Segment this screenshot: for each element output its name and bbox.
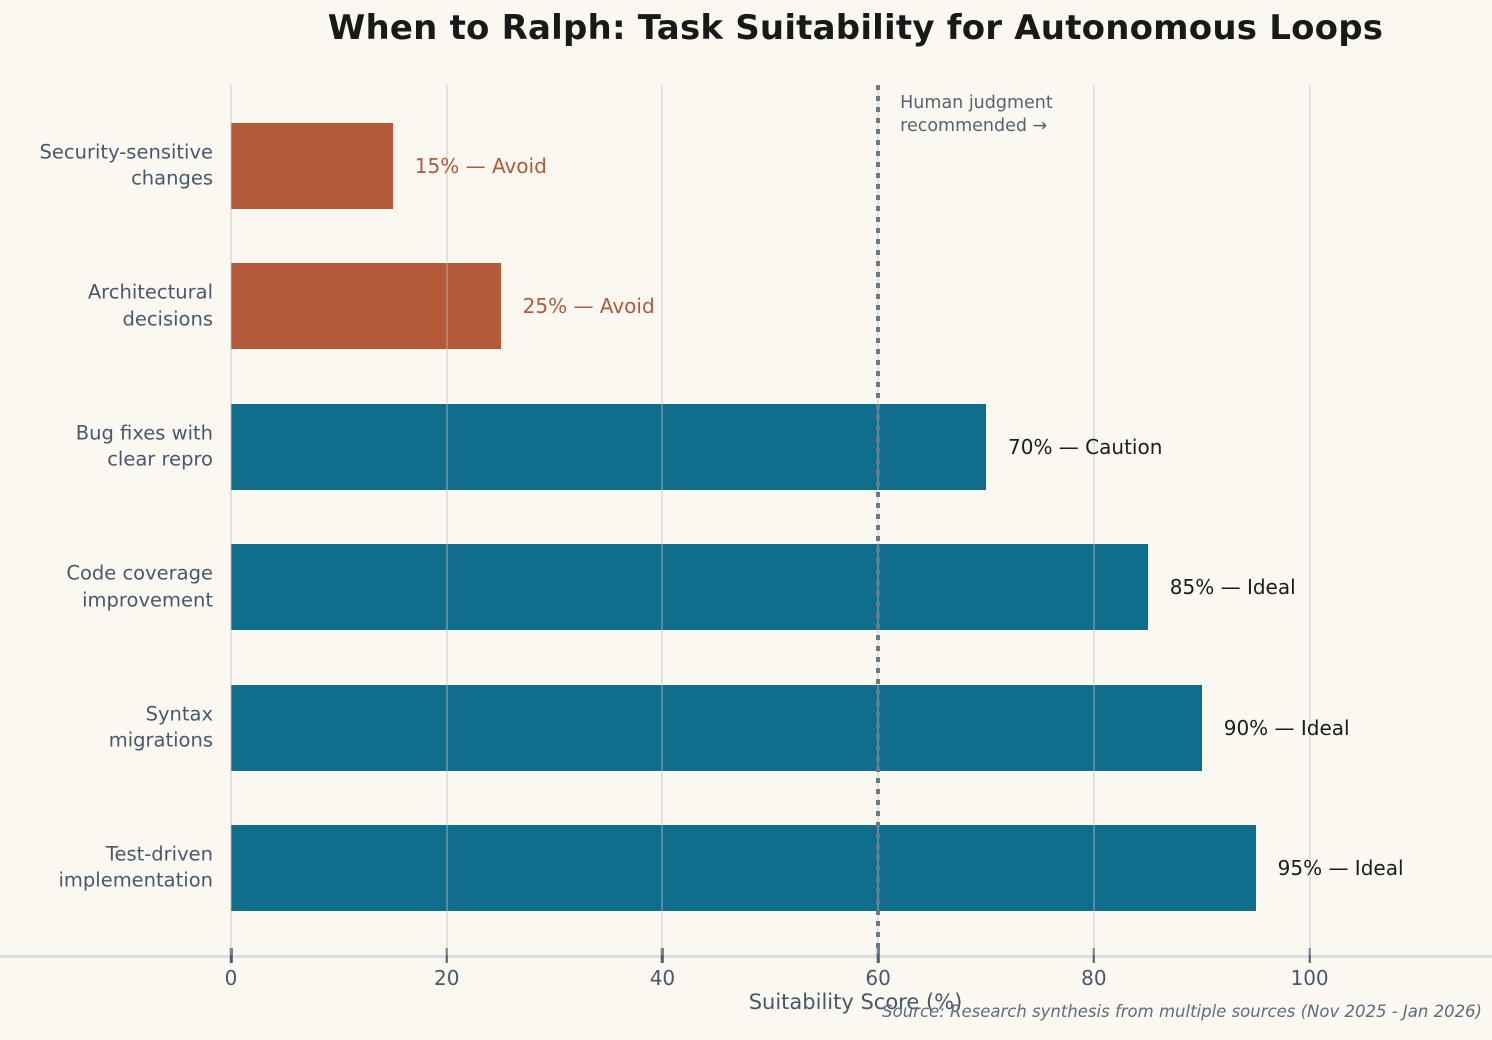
x-tick-100 <box>1308 948 1311 963</box>
gridline-0 <box>230 85 232 955</box>
bar-value-label: 90% — Ideal <box>1223 715 1350 740</box>
chart-title: When to Ralph: Task Suitability for Auto… <box>327 8 1384 48</box>
source-note: Source: Research synthesis from multiple… <box>882 1002 1482 1021</box>
plot-area: Security-sensitive changes 15% — Avoid Arc… <box>40 85 1480 955</box>
x-tick-label-20: 20 <box>433 966 460 990</box>
x-tick-label-60: 60 <box>865 966 891 990</box>
category-label: Code coverage improvement <box>66 561 213 612</box>
bar-value-label: 25% — Avoid <box>522 294 655 319</box>
bar-caution <box>231 403 986 490</box>
reference-line <box>876 85 881 955</box>
bar-avoid <box>231 263 501 350</box>
reference-annotation: Human judgment recommended → <box>900 93 1053 137</box>
bar-avoid <box>231 123 393 209</box>
bar-ideal <box>231 544 1148 631</box>
category-label: Bug fixes with clear repro <box>75 421 213 471</box>
bar-ideal <box>231 825 1256 911</box>
x-tick-label-40: 40 <box>649 966 676 990</box>
x-axis-line <box>0 955 1492 958</box>
gridline-80 <box>1092 85 1095 955</box>
x-tick-label-0: 0 <box>224 966 238 990</box>
x-tick-40 <box>661 948 664 963</box>
x-tick-0 <box>229 948 233 963</box>
category-label: Architectural decisions <box>87 281 213 331</box>
x-axis-title: Suitability Score (%) <box>748 990 963 1014</box>
category-label: Test-driven implementation <box>58 842 213 892</box>
x-tick-80 <box>1092 948 1096 963</box>
gridline-20 <box>445 85 448 955</box>
x-tick-20 <box>445 948 448 963</box>
bar-value-label: 15% — Avoid <box>414 154 547 178</box>
gridline-100 <box>1308 85 1311 955</box>
x-tick-label-80: 80 <box>1081 966 1107 990</box>
bar-value-label: 70% — Caution <box>1008 434 1163 459</box>
x-tick-label-100: 100 <box>1290 966 1329 990</box>
x-tick-60 <box>876 948 880 963</box>
gridline-40 <box>661 85 664 955</box>
bar-value-label: 85% — Ideal <box>1169 575 1296 600</box>
category-label: Syntax migrations <box>108 702 213 752</box>
bar-ideal <box>231 684 1202 771</box>
bar-value-label: 95% — Ideal <box>1277 856 1404 880</box>
category-label: Security-sensitive changes <box>39 140 213 190</box>
